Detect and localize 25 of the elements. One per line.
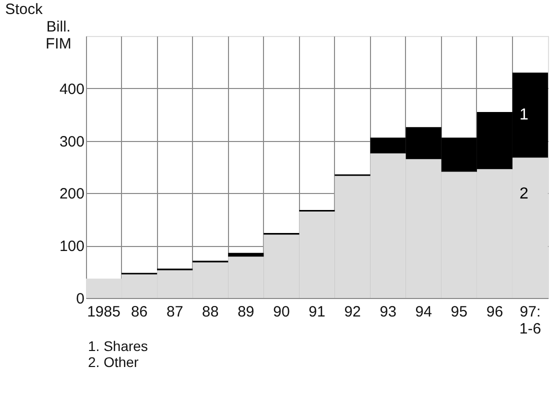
annotation: 1 — [520, 106, 529, 124]
annotation: 2 — [520, 185, 529, 202]
y-tick-label: 400 — [59, 80, 84, 98]
bar — [228, 252, 264, 257]
x-tick-label: 89 — [238, 304, 254, 320]
x-tick-label: 93 — [380, 304, 396, 320]
x-tick-label: 90 — [273, 304, 290, 320]
chart-title: Stock — [5, 1, 44, 18]
text: 2. Other — [88, 354, 139, 370]
y-tick-label: 0 — [76, 290, 84, 308]
x-tick-label: 95 — [450, 304, 468, 320]
y-tick-label: 100 — [59, 238, 84, 256]
x-tick-label: 87 — [166, 304, 184, 320]
x-tick-label: 92 — [344, 304, 361, 320]
x-tick-label: 1985 — [87, 304, 120, 320]
y-axis-title: Bill. FIM — [46, 18, 72, 52]
x-tick-label: 97: 1-6 — [519, 304, 542, 338]
x-tick-label: 96 — [486, 304, 504, 320]
x-tick-label: 94 — [415, 304, 432, 320]
y-tick-label: 200 — [59, 186, 84, 203]
x-tick-label: 86 — [130, 304, 148, 320]
y-tick-label: 300 — [59, 133, 84, 150]
x-tick-label: 91 — [308, 304, 326, 320]
text: 1. Shares — [88, 338, 148, 354]
x-tick-label: 88 — [202, 304, 219, 320]
